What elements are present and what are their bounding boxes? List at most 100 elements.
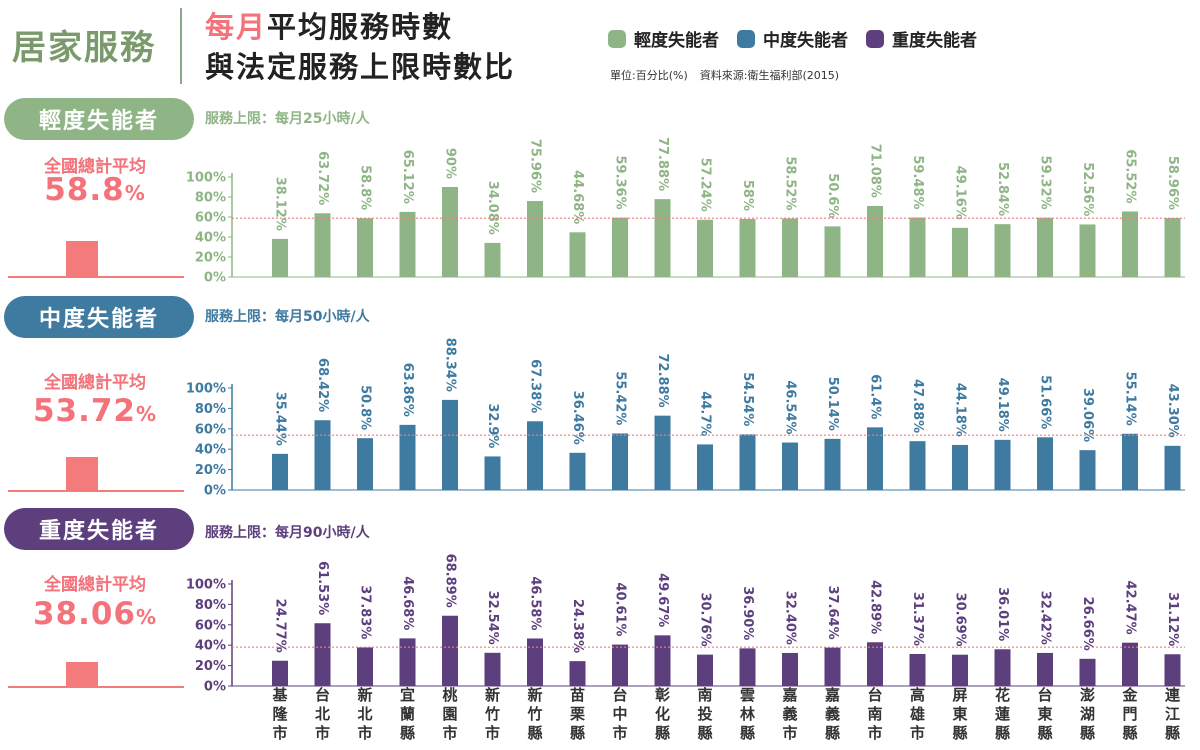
panel-moderate-avg-value: 53.72%	[0, 393, 190, 429]
bar	[867, 205, 883, 277]
data-label: 32.42%	[1038, 591, 1053, 645]
data-label: 65.52%	[1123, 149, 1138, 203]
legend-label-severe: 重度失能者	[892, 31, 977, 51]
bar	[484, 242, 501, 277]
data-label: 55.14%	[1123, 372, 1138, 426]
category-label-text: 連江縣	[1165, 686, 1181, 742]
panel-moderate-avg-suffix: %	[136, 402, 158, 426]
category-label: 雲林縣	[740, 686, 756, 742]
data-label: 39.06%	[1080, 388, 1095, 442]
data-label: 54.54%	[740, 372, 755, 426]
panel-severe-avg-label: 全國總計平均	[44, 575, 146, 595]
data-label: 31.12%	[1165, 592, 1180, 646]
category-label: 基隆市	[271, 686, 288, 742]
category-label-text: 南投縣	[697, 686, 712, 742]
bar	[314, 623, 331, 686]
unit-note: 單位:百分比(%)	[610, 69, 688, 82]
data-label: 32.54%	[485, 591, 500, 645]
data-label: 50.8%	[358, 385, 373, 430]
bar	[1122, 211, 1138, 277]
data-label: 58.8%	[358, 165, 373, 210]
data-label: 24.77%	[273, 599, 288, 653]
bar	[442, 615, 458, 686]
bar	[1037, 437, 1053, 490]
bar	[909, 654, 926, 686]
data-label: 34.08%	[485, 181, 500, 235]
category-label: 花蓮縣	[995, 686, 1010, 742]
bar	[399, 211, 416, 277]
category-label-text: 台南市	[867, 686, 882, 742]
data-label: 42.47%	[1123, 581, 1138, 635]
data-label: 58%	[740, 180, 755, 211]
category-label: 屏東縣	[952, 686, 967, 742]
category-label: 苗栗縣	[570, 686, 585, 742]
category-label-text: 新竹市	[484, 686, 500, 742]
bar	[1122, 433, 1138, 490]
bar	[569, 452, 586, 490]
panel-moderate-limit: 服務上限：每月50小時/人	[205, 309, 370, 325]
data-label: 59.48%	[910, 155, 925, 209]
bar	[697, 444, 713, 490]
y-tick-label: 20%	[195, 251, 226, 266]
header-divider	[180, 8, 182, 84]
panel-mild-avg-suffix: %	[124, 181, 146, 205]
bar	[442, 399, 458, 490]
panel-mild-avg-bar	[66, 240, 98, 277]
panel-severe-avg-suffix: %	[136, 605, 158, 629]
bar	[654, 199, 671, 277]
bar	[739, 219, 756, 277]
bar	[1164, 445, 1181, 490]
category-label-text: 彰化縣	[655, 686, 670, 742]
data-label: 43.30%	[1165, 384, 1180, 438]
data-label: 37.83%	[358, 585, 373, 639]
data-label: 44.18%	[953, 383, 968, 437]
bar	[612, 433, 628, 490]
panel-mild-pill: 輕度失能者	[4, 98, 194, 140]
bar	[909, 217, 926, 277]
bar	[994, 224, 1011, 277]
bar	[1164, 654, 1181, 686]
legend-item-mild: 輕度失能者	[608, 26, 719, 51]
bar	[994, 649, 1011, 686]
data-label: 46.68%	[400, 576, 415, 630]
bar	[1037, 217, 1053, 277]
category-label-text: 雲林縣	[740, 686, 756, 742]
data-label: 49.67%	[655, 573, 670, 627]
category-label-text: 台中市	[612, 686, 627, 742]
legend: 輕度失能者 中度失能者 重度失能者	[608, 26, 977, 51]
bar	[357, 218, 373, 277]
data-label: 88.34%	[443, 338, 458, 392]
panel-severe-avg-value: 38.06%	[0, 596, 190, 632]
data-label: 72.88%	[655, 354, 670, 408]
category-label-text: 高雄市	[909, 686, 925, 742]
y-tick-label: 80%	[195, 402, 226, 417]
legend-label-mild: 輕度失能者	[634, 31, 719, 51]
category-label-text: 澎湖縣	[1080, 686, 1095, 742]
bar	[952, 227, 968, 277]
data-label: 38.12%	[273, 177, 288, 231]
y-tick-label: 0%	[204, 271, 226, 286]
category-label: 嘉義市	[781, 686, 797, 742]
data-label: 58.52%	[783, 156, 798, 210]
y-tick-label: 0%	[204, 484, 226, 499]
bar	[399, 424, 416, 490]
brand-title: 居家服務	[12, 28, 156, 68]
panel-severe-pill: 重度失能者	[4, 508, 194, 550]
y-tick-label: 40%	[195, 639, 226, 654]
data-label: 59.32%	[1038, 156, 1053, 210]
data-label: 30.76%	[698, 592, 713, 646]
category-label: 澎湖縣	[1080, 686, 1095, 742]
data-label: 30.69%	[953, 593, 968, 647]
data-label: 61.53%	[315, 561, 330, 615]
category-label-text: 宜蘭縣	[400, 686, 415, 742]
bar	[272, 453, 288, 490]
y-tick-label: 80%	[195, 191, 226, 206]
page-subtitle: 與法定服務上限時數比	[205, 50, 516, 84]
bar	[1079, 450, 1096, 490]
source-text: 資料來源:衛生福利部(2015)	[699, 69, 840, 82]
bar	[1079, 224, 1096, 277]
data-label: 47.88%	[910, 379, 925, 433]
data-label: 36.90%	[740, 586, 755, 640]
